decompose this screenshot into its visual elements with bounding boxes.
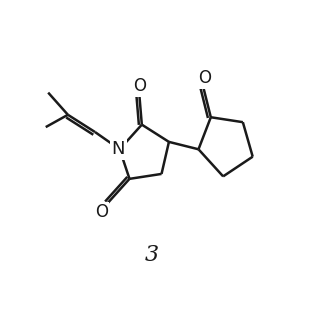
Text: O: O <box>133 77 146 95</box>
Text: O: O <box>95 203 108 221</box>
Text: O: O <box>198 69 211 87</box>
Text: N: N <box>112 140 125 158</box>
Text: 3: 3 <box>145 244 159 266</box>
